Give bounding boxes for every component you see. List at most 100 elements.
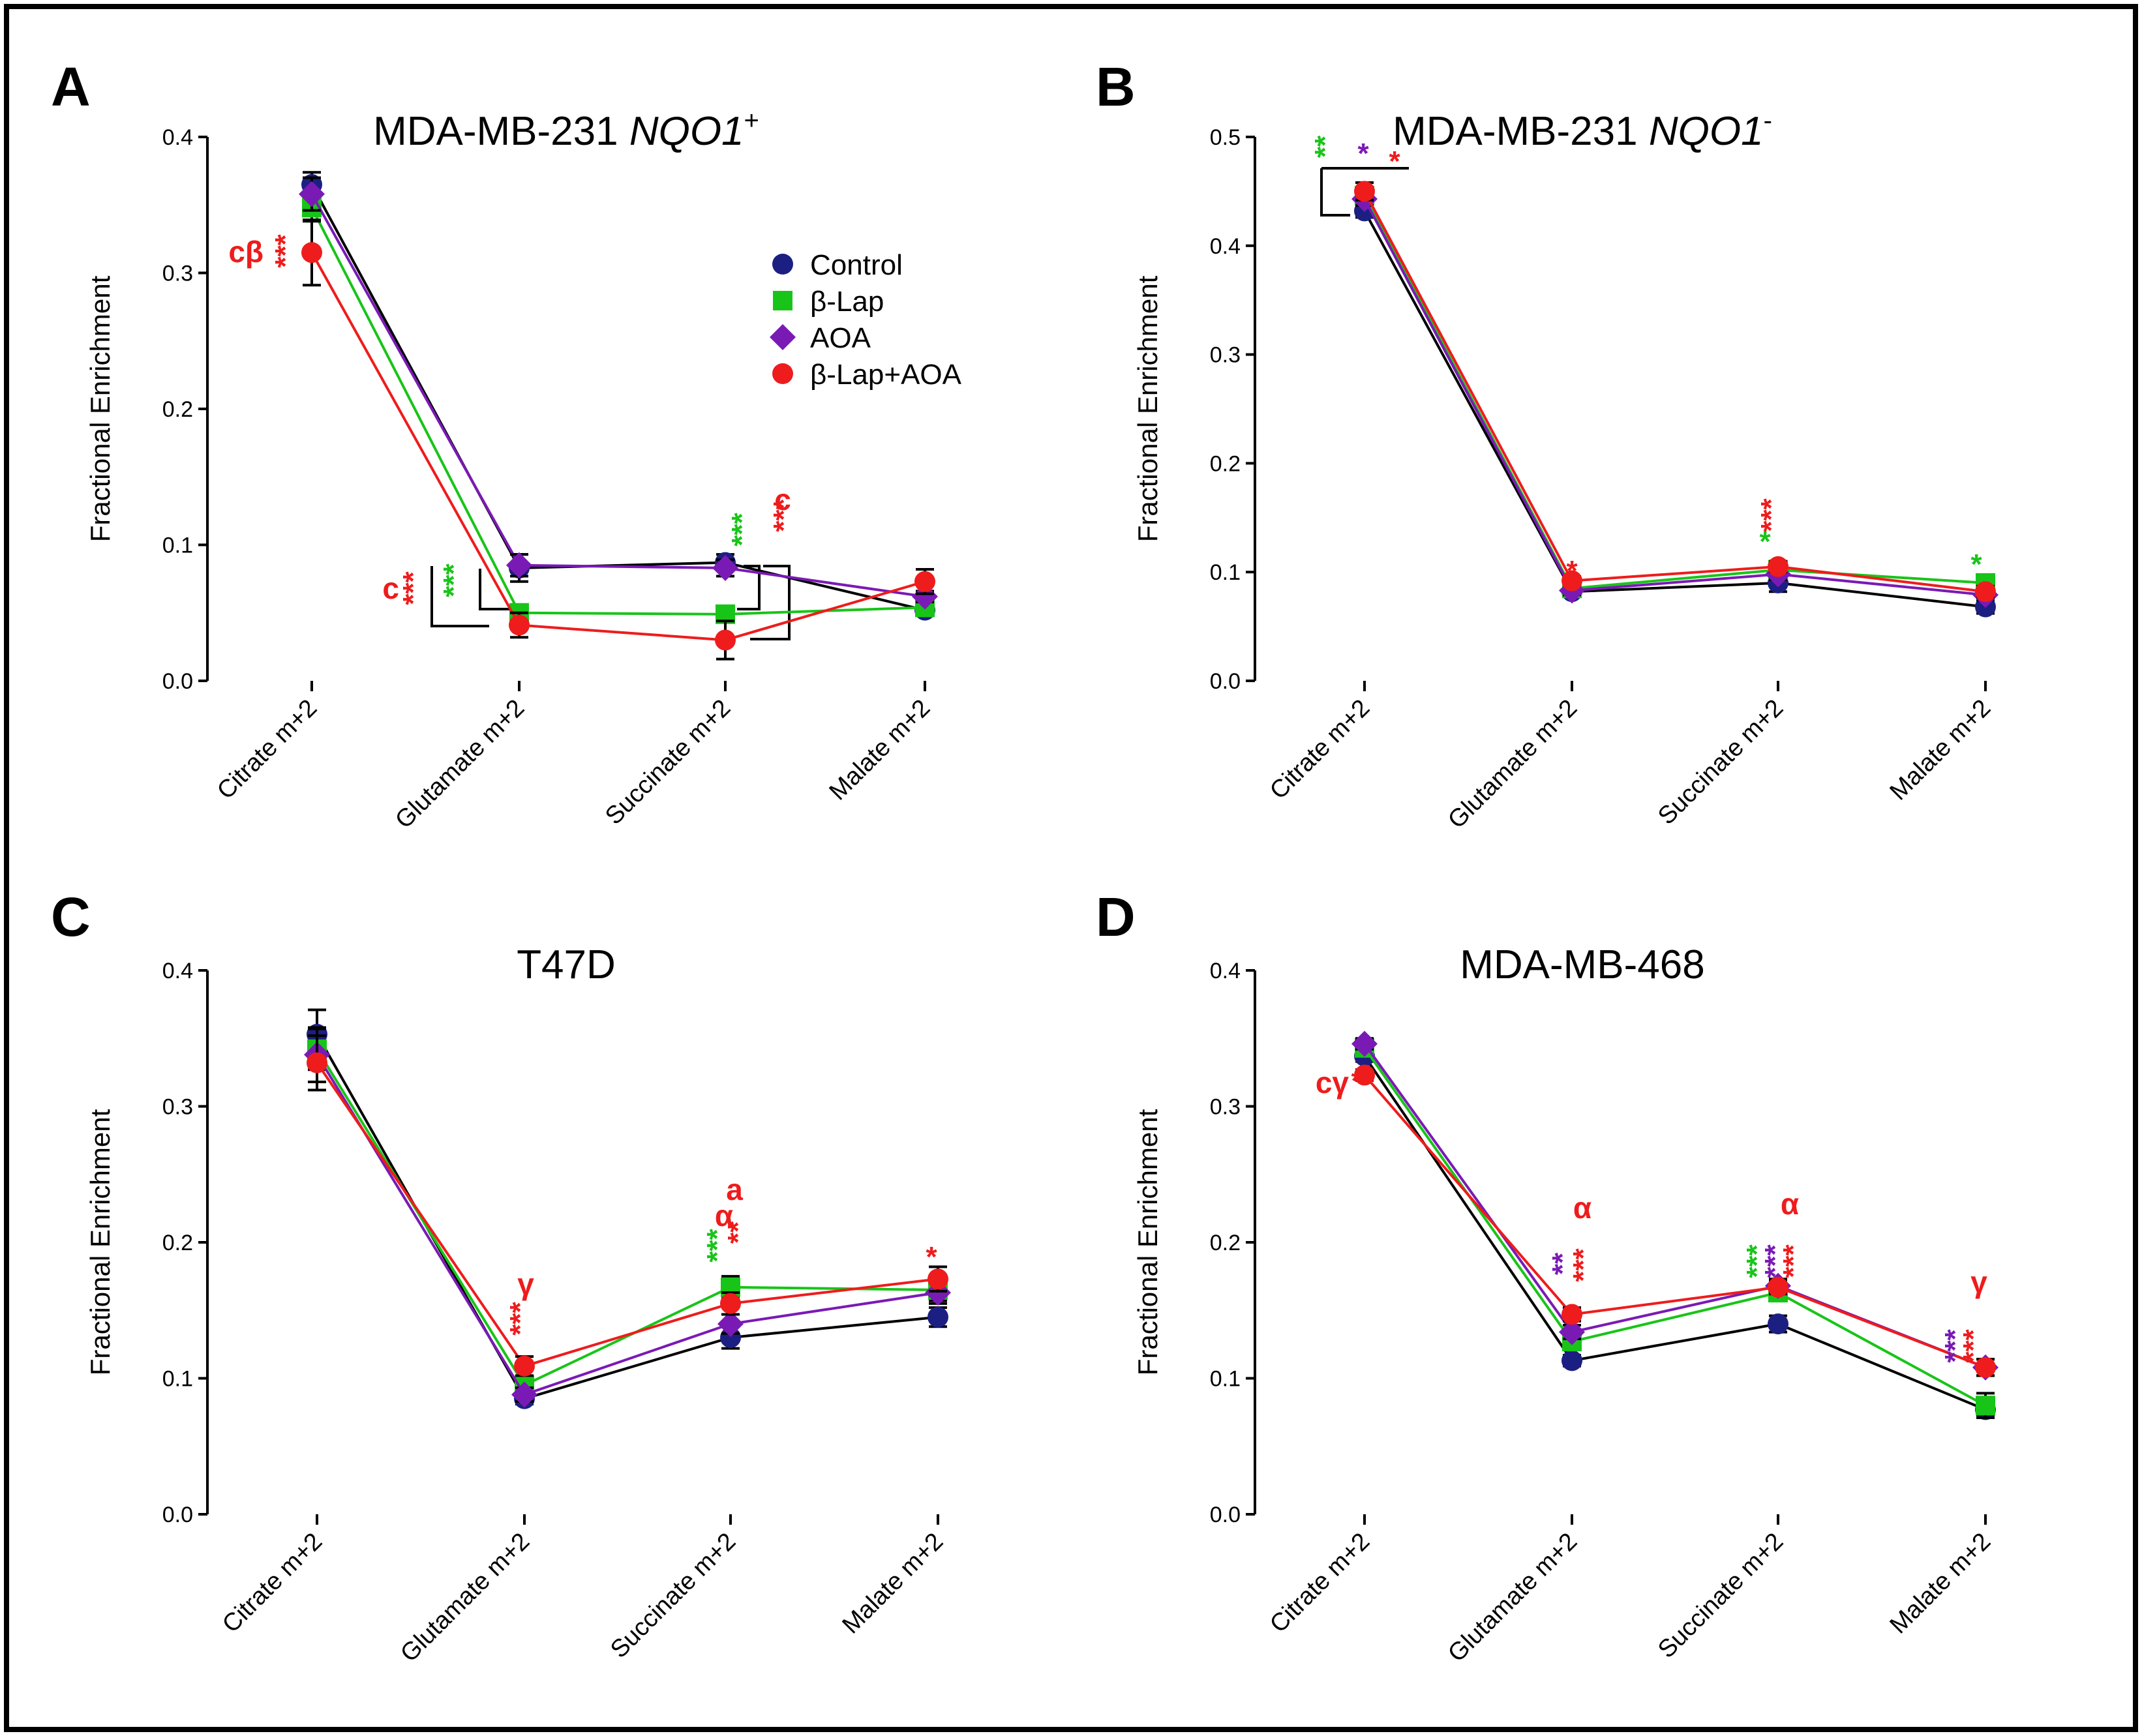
significance-bracket: [750, 565, 791, 640]
data-point: [715, 629, 736, 651]
data-point: [914, 571, 935, 592]
significance-annotation: **: [1309, 135, 1341, 158]
data-point: [511, 1381, 537, 1408]
data-point: [307, 1052, 327, 1073]
data-point: [1975, 581, 1996, 603]
significance-bracket: [1320, 168, 1350, 217]
significance-bracket: [479, 569, 511, 610]
significance-annotation: ***: [1759, 1244, 1791, 1278]
title-main: MDA-MB-468: [1460, 942, 1705, 987]
significance-annotation: *: [1351, 1065, 1363, 1097]
y-tick-label: 0.4: [162, 125, 193, 150]
panel-letter: C: [51, 886, 91, 948]
data-point: [1354, 181, 1375, 202]
series-aoa: [299, 176, 938, 610]
significance-annotation: *: [1970, 548, 1982, 580]
panel-letter: D: [1096, 886, 1136, 948]
significance-annotation: γ: [1970, 1265, 1987, 1299]
panel-letter: B: [1096, 56, 1136, 117]
y-tick-label: 0.5: [1210, 125, 1241, 150]
significance-bracket: [737, 565, 761, 610]
series-beta-lap-aoa: [301, 218, 935, 661]
significance-annotation: ***: [701, 1228, 733, 1262]
significance-annotation: ***: [1755, 498, 1787, 531]
data-point: [299, 181, 325, 207]
significance-annotation: **: [1546, 1252, 1578, 1275]
significance-annotation: α: [715, 1199, 733, 1233]
data-point: [712, 554, 738, 581]
title-superscript: -: [1764, 106, 1772, 135]
data-point: [1561, 570, 1582, 591]
y-tick-label: 0.4: [162, 959, 193, 983]
data-point: [1768, 1313, 1788, 1335]
panel-title: MDA-MB-231 NQO1-: [1393, 106, 1772, 154]
y-tick-label: 0.2: [1210, 1231, 1241, 1255]
data-point: [1975, 1356, 1996, 1378]
y-axis-label: Fractional Enrichment: [85, 275, 115, 542]
legend-item-control: Control: [772, 249, 903, 281]
y-tick-label: 0.1: [162, 533, 193, 558]
legend-item-beta-lap: β-Lap: [773, 286, 884, 318]
significance-annotation: cγ: [1316, 1066, 1350, 1100]
y-axis-label: Fractional Enrichment: [85, 1109, 115, 1375]
significance-annotation: ***: [438, 563, 470, 597]
y-tick-label: 0.4: [1210, 234, 1241, 259]
significance-annotation: *: [1566, 555, 1578, 587]
y-tick-label: 0.2: [162, 1231, 193, 1255]
series-line: [1363, 210, 1986, 608]
title-main: MDA-MB-231: [373, 109, 618, 154]
series-line: [1363, 1055, 1986, 1411]
y-tick-label: 0.1: [1210, 1367, 1241, 1392]
title-italic: NQO1: [618, 109, 744, 154]
y-tick-label: 0.0: [162, 669, 193, 694]
title-superscript: +: [744, 106, 759, 135]
y-tick-label: 0.4: [1210, 959, 1241, 983]
significance-annotation: ***: [269, 233, 301, 267]
significance-annotation: ***: [1567, 1248, 1599, 1281]
title-main: T47D: [517, 942, 616, 987]
legend-label: Control: [810, 249, 903, 281]
data-point: [720, 1293, 741, 1314]
title-main: MDA-MB-231: [1393, 109, 1638, 154]
data-point: [514, 1355, 535, 1377]
legend-item-beta-lap-aoa: β-Lap+AOA: [772, 359, 962, 391]
significance-annotation: *: [1759, 526, 1771, 558]
y-axis-label: Fractional Enrichment: [1132, 1109, 1163, 1375]
series-line: [310, 184, 926, 612]
data-point: [1976, 1396, 1995, 1416]
data-point: [1768, 556, 1788, 577]
y-tick-label: 0.2: [1210, 451, 1241, 476]
significance-annotation: ***: [726, 512, 758, 546]
significance-annotation: α: [1781, 1187, 1799, 1221]
series-line: [310, 193, 926, 598]
series-line: [1363, 198, 1986, 597]
data-point: [1559, 1319, 1585, 1345]
significance-annotation: ***: [1939, 1328, 1971, 1362]
legend-item-aoa: AOA: [770, 322, 871, 354]
significance-annotation: **: [722, 1221, 754, 1244]
data-point: [301, 242, 322, 263]
legend-label: β-Lap+AOA: [810, 359, 962, 391]
y-tick-label: 0.2: [162, 397, 193, 422]
significance-annotation: ***: [504, 1301, 536, 1335]
panel-title: MDA-MB-231 NQO1+: [373, 106, 759, 154]
legend-marker: [772, 363, 793, 384]
legend: Control β-Lap AOA β-Lap+AOA: [770, 249, 962, 391]
series-line: [316, 1054, 939, 1396]
significance-annotation: *: [1389, 145, 1400, 177]
data-point: [912, 583, 938, 610]
significance-annotation: cβ: [228, 235, 264, 269]
significance-annotation: *: [1357, 138, 1369, 170]
series-beta-lap-aoa: [307, 1034, 948, 1377]
legend-marker: [772, 254, 793, 275]
significance-annotation: a: [726, 1173, 743, 1206]
panel-letter: A: [51, 56, 91, 117]
series-line: [1363, 1074, 1986, 1369]
significance-annotation: ***: [1741, 1244, 1773, 1278]
y-tick-label: 0.0: [162, 1503, 193, 1527]
figure-border: [4, 4, 2138, 1732]
panel-b: B MDA-MB-231 NQO1- 0.0 0.1 0.2 0.3 0.4 0.5 Fract…: [1096, 56, 1999, 834]
significance-annotation: c: [774, 483, 791, 516]
series-line: [1363, 190, 1986, 593]
